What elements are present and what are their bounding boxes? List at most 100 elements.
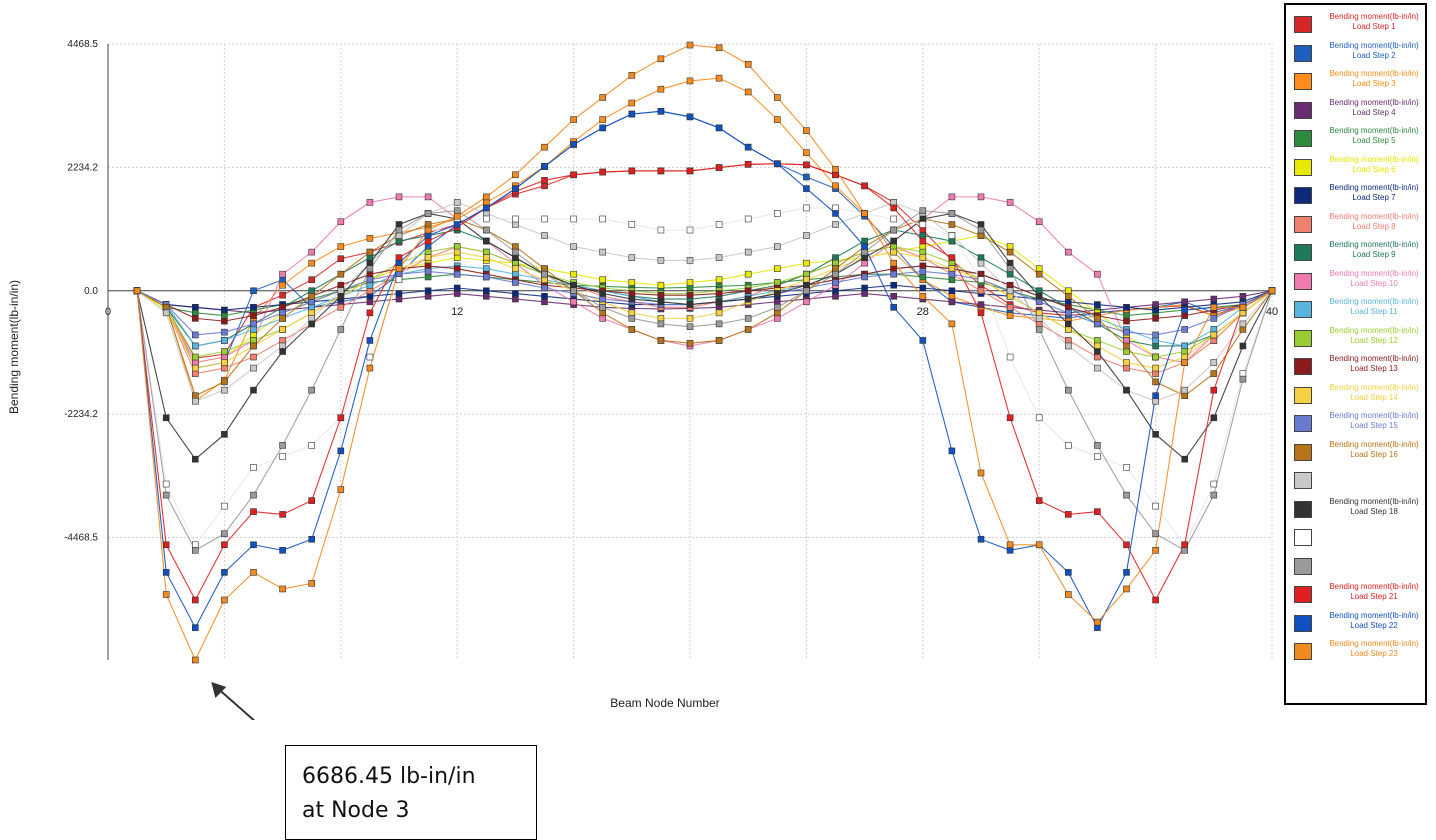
legend-swatch [1294, 244, 1312, 261]
data-point [337, 414, 345, 422]
data-point [512, 279, 519, 286]
data-point [424, 193, 432, 201]
data-point [1123, 348, 1130, 355]
data-point [919, 248, 927, 256]
data-point [1065, 326, 1072, 333]
data-point [919, 292, 927, 300]
data-point [482, 248, 490, 256]
data-point [366, 276, 374, 284]
data-point [890, 265, 898, 272]
data-point [628, 309, 636, 317]
data-point [628, 315, 636, 322]
data-point [1065, 248, 1072, 256]
data-point [192, 359, 199, 366]
data-point [832, 182, 839, 190]
data-point [744, 88, 752, 96]
data-point [948, 287, 956, 295]
data-point [1210, 386, 1218, 394]
data-point [1094, 337, 1101, 344]
data-point [1181, 353, 1188, 361]
data-point [279, 291, 286, 299]
data-point [1152, 378, 1159, 386]
data-point [250, 541, 257, 549]
data-point [715, 221, 723, 228]
data-point [366, 353, 374, 361]
data-point [541, 163, 548, 170]
data-point [221, 541, 228, 549]
data-point [1123, 312, 1130, 319]
y-tick-label: 0.0 [84, 286, 98, 297]
legend-swatch [1294, 472, 1312, 489]
data-point [453, 243, 461, 250]
data-point [424, 273, 432, 281]
data-point [657, 85, 665, 93]
data-point [599, 309, 607, 317]
data-point [744, 248, 752, 256]
legend-item: Bending moment(lb-in/in) Load Step 11 [1294, 296, 1424, 324]
data-point [221, 317, 228, 325]
data-point [1035, 270, 1043, 278]
data-point [453, 254, 461, 261]
legend-label: Bending moment(lb-in/in) Load Step 10 [1329, 268, 1419, 288]
data-point [977, 535, 985, 543]
data-point [512, 215, 519, 223]
data-point [890, 243, 898, 250]
legend-swatch [1294, 44, 1312, 62]
data-point [162, 541, 170, 549]
data-point [1210, 359, 1218, 366]
data-point [861, 182, 868, 190]
data-point [1181, 455, 1188, 463]
data-point [773, 290, 781, 297]
data-point [1152, 547, 1159, 554]
data-point [424, 248, 432, 256]
series-line-22 [136, 110, 1273, 629]
series-line-9 [136, 229, 1273, 347]
data-point [803, 270, 810, 278]
legend-label: Bending moment(lb-in/in) Load Step 23 [1329, 639, 1419, 658]
data-point [715, 309, 723, 317]
legend-item: Bending moment(lb-in/in) Load Step 2 [1294, 40, 1424, 68]
data-point [977, 232, 985, 239]
legend-item: Bending moment(lb-in/in) Load Step 10 [1294, 268, 1424, 296]
series-line-1 [136, 163, 1273, 359]
data-point [861, 243, 868, 250]
series-line-19 [136, 207, 1273, 546]
data-point [366, 265, 374, 272]
data-point [832, 259, 839, 267]
series-line-2 [136, 110, 1273, 369]
data-point [1123, 364, 1130, 372]
data-point [308, 386, 316, 394]
data-point [1006, 248, 1014, 256]
data-point [773, 160, 781, 168]
data-point [773, 315, 781, 322]
data-point [1035, 218, 1043, 226]
data-point [1181, 386, 1188, 394]
data-point [890, 215, 898, 223]
data-point [424, 292, 432, 300]
data-point [250, 464, 257, 471]
data-point [1006, 270, 1014, 278]
legend-label: Bending moment(lb-in/in) Load Step 1 [1329, 12, 1419, 31]
data-point [1123, 491, 1130, 499]
data-point [1065, 337, 1072, 344]
data-point [366, 337, 374, 344]
data-point [279, 315, 286, 322]
data-point [628, 167, 636, 175]
data-point [366, 199, 374, 206]
data-point [1065, 287, 1072, 295]
legend-item: Bending moment(lb-in/in) Load Step 23 [1294, 638, 1424, 666]
data-point [744, 287, 752, 295]
data-point [192, 342, 199, 350]
data-point [366, 309, 374, 317]
data-point [453, 270, 461, 278]
data-point [599, 295, 607, 303]
data-point [657, 55, 665, 63]
series-line-11 [136, 265, 1273, 347]
data-point [1152, 431, 1159, 438]
data-point [948, 292, 956, 300]
data-point [1239, 304, 1247, 311]
data-point [482, 273, 490, 281]
data-point [628, 295, 636, 303]
data-point [395, 265, 403, 272]
data-point [250, 342, 257, 350]
